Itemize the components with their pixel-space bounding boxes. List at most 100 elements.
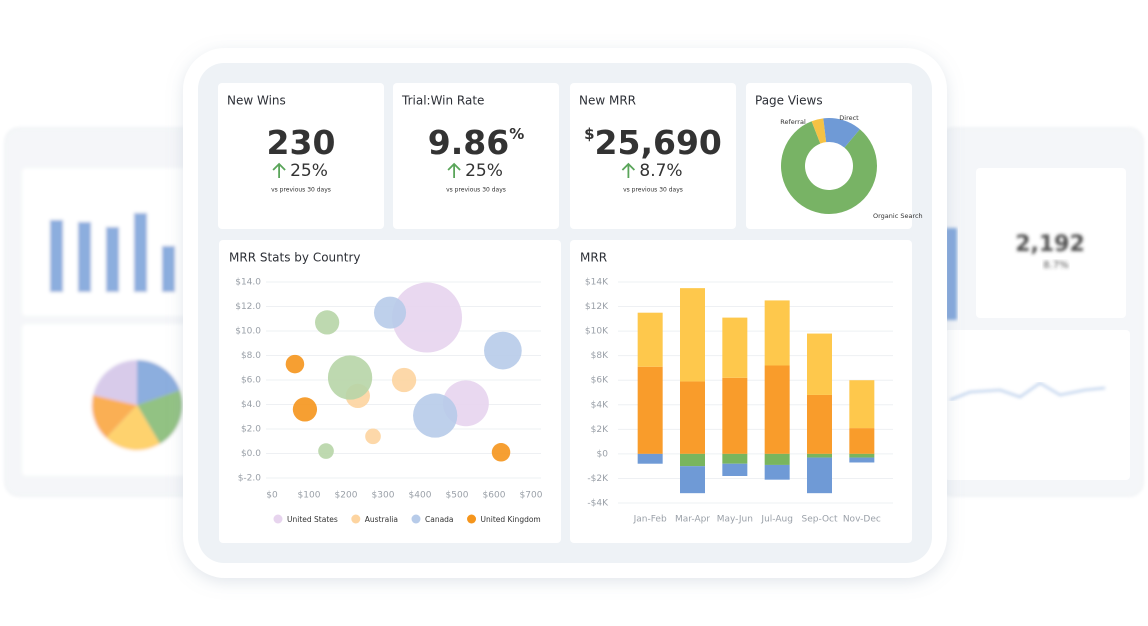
donut-slice (780, 121, 877, 215)
bubble (392, 282, 463, 353)
y-tick-label: $12K (585, 302, 609, 312)
legend-marker (467, 514, 477, 524)
bar-segment (722, 463, 748, 476)
up-arrow-icon (272, 162, 286, 178)
bar-segment (849, 453, 875, 458)
y-tick-label: $10K (585, 327, 609, 337)
x-tick-label: Jul-Aug (760, 515, 792, 525)
y-tick-label: -$4K (587, 499, 609, 509)
legend-marker (351, 514, 361, 524)
kpi-number: 25,690 (595, 123, 722, 162)
y-tick-label: $2.0 (241, 425, 261, 435)
kpi-card (570, 83, 736, 229)
kpi-number: 9.86 (428, 123, 509, 162)
y-tick-label: $12.0 (235, 302, 261, 312)
kpi-value: $25,690 (584, 123, 722, 162)
x-tick-label: Sep-Oct (801, 515, 837, 525)
bar-segment (849, 380, 875, 429)
x-tick-label: $200 (335, 491, 358, 501)
bar-segment (849, 428, 875, 454)
bar-segment (637, 366, 663, 454)
bubble (292, 397, 318, 422)
chart-title: Page Views (755, 94, 823, 108)
legend-label: United States (287, 515, 338, 524)
kpi-prefix: $ (584, 125, 594, 143)
y-tick-label: $8.0 (241, 351, 261, 361)
kpi-title: New MRR (579, 94, 636, 108)
donut-slice (823, 117, 860, 148)
bar-segment (680, 381, 705, 454)
bar-segment (849, 457, 875, 463)
chart-card (219, 240, 561, 543)
bar-segment (807, 333, 832, 395)
kpi-unit: % (509, 125, 524, 143)
kpi-number: 230 (267, 123, 336, 162)
bar-segment (637, 453, 663, 464)
up-arrow-icon (621, 162, 636, 178)
left-background-dashboard (4, 127, 206, 497)
bar-segment (680, 453, 705, 467)
x-tick-label: $300 (372, 491, 395, 501)
y-tick-label: $0.0 (241, 449, 261, 459)
chart-title: MRR (580, 251, 607, 265)
right-background-dashboard: 2,192 8.7% (939, 127, 1144, 497)
y-tick-label: $14.0 (235, 278, 261, 288)
bubble (491, 443, 511, 462)
y-tick-label: $6K (591, 376, 609, 386)
x-tick-label: Nov-Dec (843, 515, 881, 525)
chart-card (746, 83, 912, 229)
kpi-change: 8.7% (639, 161, 682, 181)
y-tick-label: $2K (591, 425, 609, 435)
donut-slice (811, 118, 827, 144)
legend-marker (411, 514, 421, 524)
bar-segment (764, 365, 790, 454)
bubble (315, 310, 340, 335)
kpi-card (218, 83, 384, 229)
bar-segment (680, 288, 705, 382)
slice-label: Referral (780, 118, 806, 126)
x-tick-label: May-Jun (717, 515, 753, 525)
x-tick-label: $600 (483, 491, 506, 501)
bar-segment (680, 466, 705, 494)
x-tick-label: $500 (446, 491, 469, 501)
legend-label: Canada (425, 515, 454, 524)
kpi-change: 25% (465, 161, 503, 181)
bubble (327, 355, 373, 400)
bar-segment (764, 464, 790, 480)
up-arrow-icon (447, 162, 461, 178)
y-tick-label: $4K (591, 400, 609, 410)
y-tick-label: -$2K (587, 474, 609, 484)
bubble (318, 443, 334, 459)
kpi-title: Trial:Win Rate (401, 94, 484, 108)
bar-segment (764, 300, 790, 366)
kpi-value: 230 (267, 123, 336, 162)
x-tick-label: Jan-Feb (633, 515, 667, 525)
kpi-change: 25% (290, 161, 328, 181)
chart-title: MRR Stats by Country (229, 251, 361, 265)
kpi-note: vs previous 30 days (446, 187, 506, 194)
x-tick-label: $100 (298, 491, 321, 501)
bubble (413, 393, 458, 438)
background-kpi-change: 8.7% (1043, 260, 1068, 271)
kpi-title: New Wins (227, 94, 286, 108)
bubble (365, 428, 381, 445)
bubble (391, 367, 417, 393)
kpi-card (393, 83, 559, 229)
bar-segment (722, 317, 748, 378)
y-tick-label: $14K (585, 278, 609, 288)
background-kpi-value: 2,192 (1015, 232, 1085, 257)
kpi-value: 9.86% (428, 123, 524, 162)
bar-segment (722, 453, 748, 464)
y-tick-label: $0 (597, 449, 609, 459)
bubble (285, 354, 305, 374)
bubble (373, 296, 407, 329)
bar-segment (637, 312, 663, 367)
bar-segment (764, 453, 790, 465)
kpi-note: vs previous 30 days (623, 187, 683, 194)
legend-marker (273, 514, 283, 524)
y-tick-label: $8K (591, 351, 609, 361)
bar-segment (722, 377, 748, 454)
y-tick-label: $6.0 (241, 376, 261, 386)
